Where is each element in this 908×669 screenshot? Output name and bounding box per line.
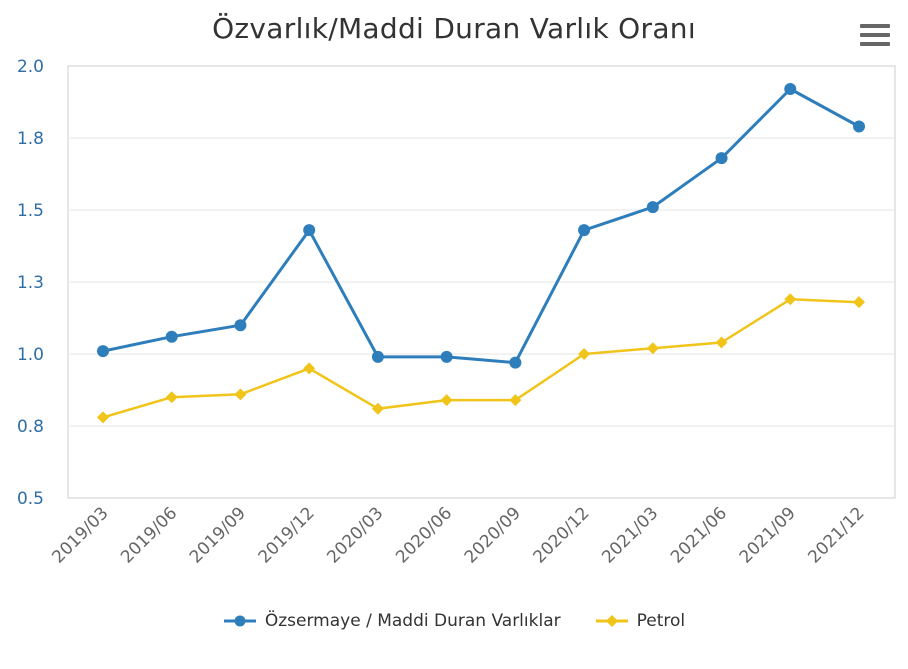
legend-label-series-2: Petrol xyxy=(636,611,686,631)
x-tick-label: 2021/09 xyxy=(736,503,800,567)
data-point-series-2 xyxy=(578,348,591,360)
data-point-series-1 xyxy=(784,83,797,96)
x-tick-label: 2019/03 xyxy=(48,503,112,567)
x-tick-label: 2020/03 xyxy=(323,503,387,567)
x-tick-label: 2019/12 xyxy=(255,503,319,567)
data-point-series-2 xyxy=(715,336,728,349)
chart-title: Özvarlık/Maddi Duran Varlık Oranı xyxy=(212,12,696,45)
data-point-series-2 xyxy=(509,394,522,407)
y-tick-label: 1.5 xyxy=(17,201,44,221)
legend-item-series-1[interactable]: Özsermaye / Maddi Duran Varlıklar xyxy=(223,606,561,636)
data-point-series-2 xyxy=(440,394,453,407)
y-tick-label: 1.3 xyxy=(17,273,44,293)
data-point-series-2 xyxy=(371,402,384,415)
data-point-series-1 xyxy=(440,350,453,363)
series-line-1 xyxy=(102,87,860,365)
data-point-series-2 xyxy=(853,296,865,309)
y-tick-label: 2.0 xyxy=(17,57,44,77)
legend-item-series-2[interactable]: Petrol xyxy=(595,606,686,636)
y-tick-label: 0.8 xyxy=(17,417,44,437)
x-tick-label: 2021/12 xyxy=(804,503,868,567)
data-point-series-1 xyxy=(509,356,522,369)
legend-label-series-1: Özsermaye / Maddi Duran Varlıklar xyxy=(264,611,561,631)
data-point-series-1 xyxy=(303,224,316,237)
hamburger-menu-icon[interactable] xyxy=(858,24,892,52)
chart-legend: Özsermaye / Maddi Duran Varlıklar Petrol xyxy=(0,606,908,636)
x-tick-label: 2020/06 xyxy=(392,503,456,567)
data-point-series-1 xyxy=(165,330,178,343)
data-point-series-2 xyxy=(646,342,659,355)
x-tick-label: 2020/09 xyxy=(461,503,525,567)
y-tick-label: 0.5 xyxy=(17,489,44,509)
data-point-series-2 xyxy=(97,411,109,424)
data-point-series-1 xyxy=(578,224,591,237)
y-tick-label: 1.0 xyxy=(17,345,44,365)
data-point-series-1 xyxy=(97,345,109,358)
data-point-series-1 xyxy=(371,350,384,363)
y-tick-label: 1.8 xyxy=(17,129,44,149)
x-tick-label: 2019/06 xyxy=(117,503,181,567)
data-point-series-1 xyxy=(853,120,865,133)
x-tick-label: 2020/12 xyxy=(530,503,594,567)
series-line-2 xyxy=(102,298,860,419)
legend-line-diamond-icon xyxy=(595,615,628,627)
data-point-series-1 xyxy=(234,319,247,332)
legend-line-circle-icon xyxy=(223,615,256,627)
x-tick-label: 2019/09 xyxy=(186,503,250,567)
x-tick-label: 2021/03 xyxy=(598,503,662,567)
data-point-series-2 xyxy=(303,362,316,375)
data-point-series-2 xyxy=(234,388,247,401)
data-point-series-2 xyxy=(784,293,797,306)
data-point-series-1 xyxy=(646,201,659,214)
x-tick-label: 2021/06 xyxy=(667,503,731,567)
data-point-series-1 xyxy=(715,152,728,165)
data-point-series-2 xyxy=(165,391,178,404)
